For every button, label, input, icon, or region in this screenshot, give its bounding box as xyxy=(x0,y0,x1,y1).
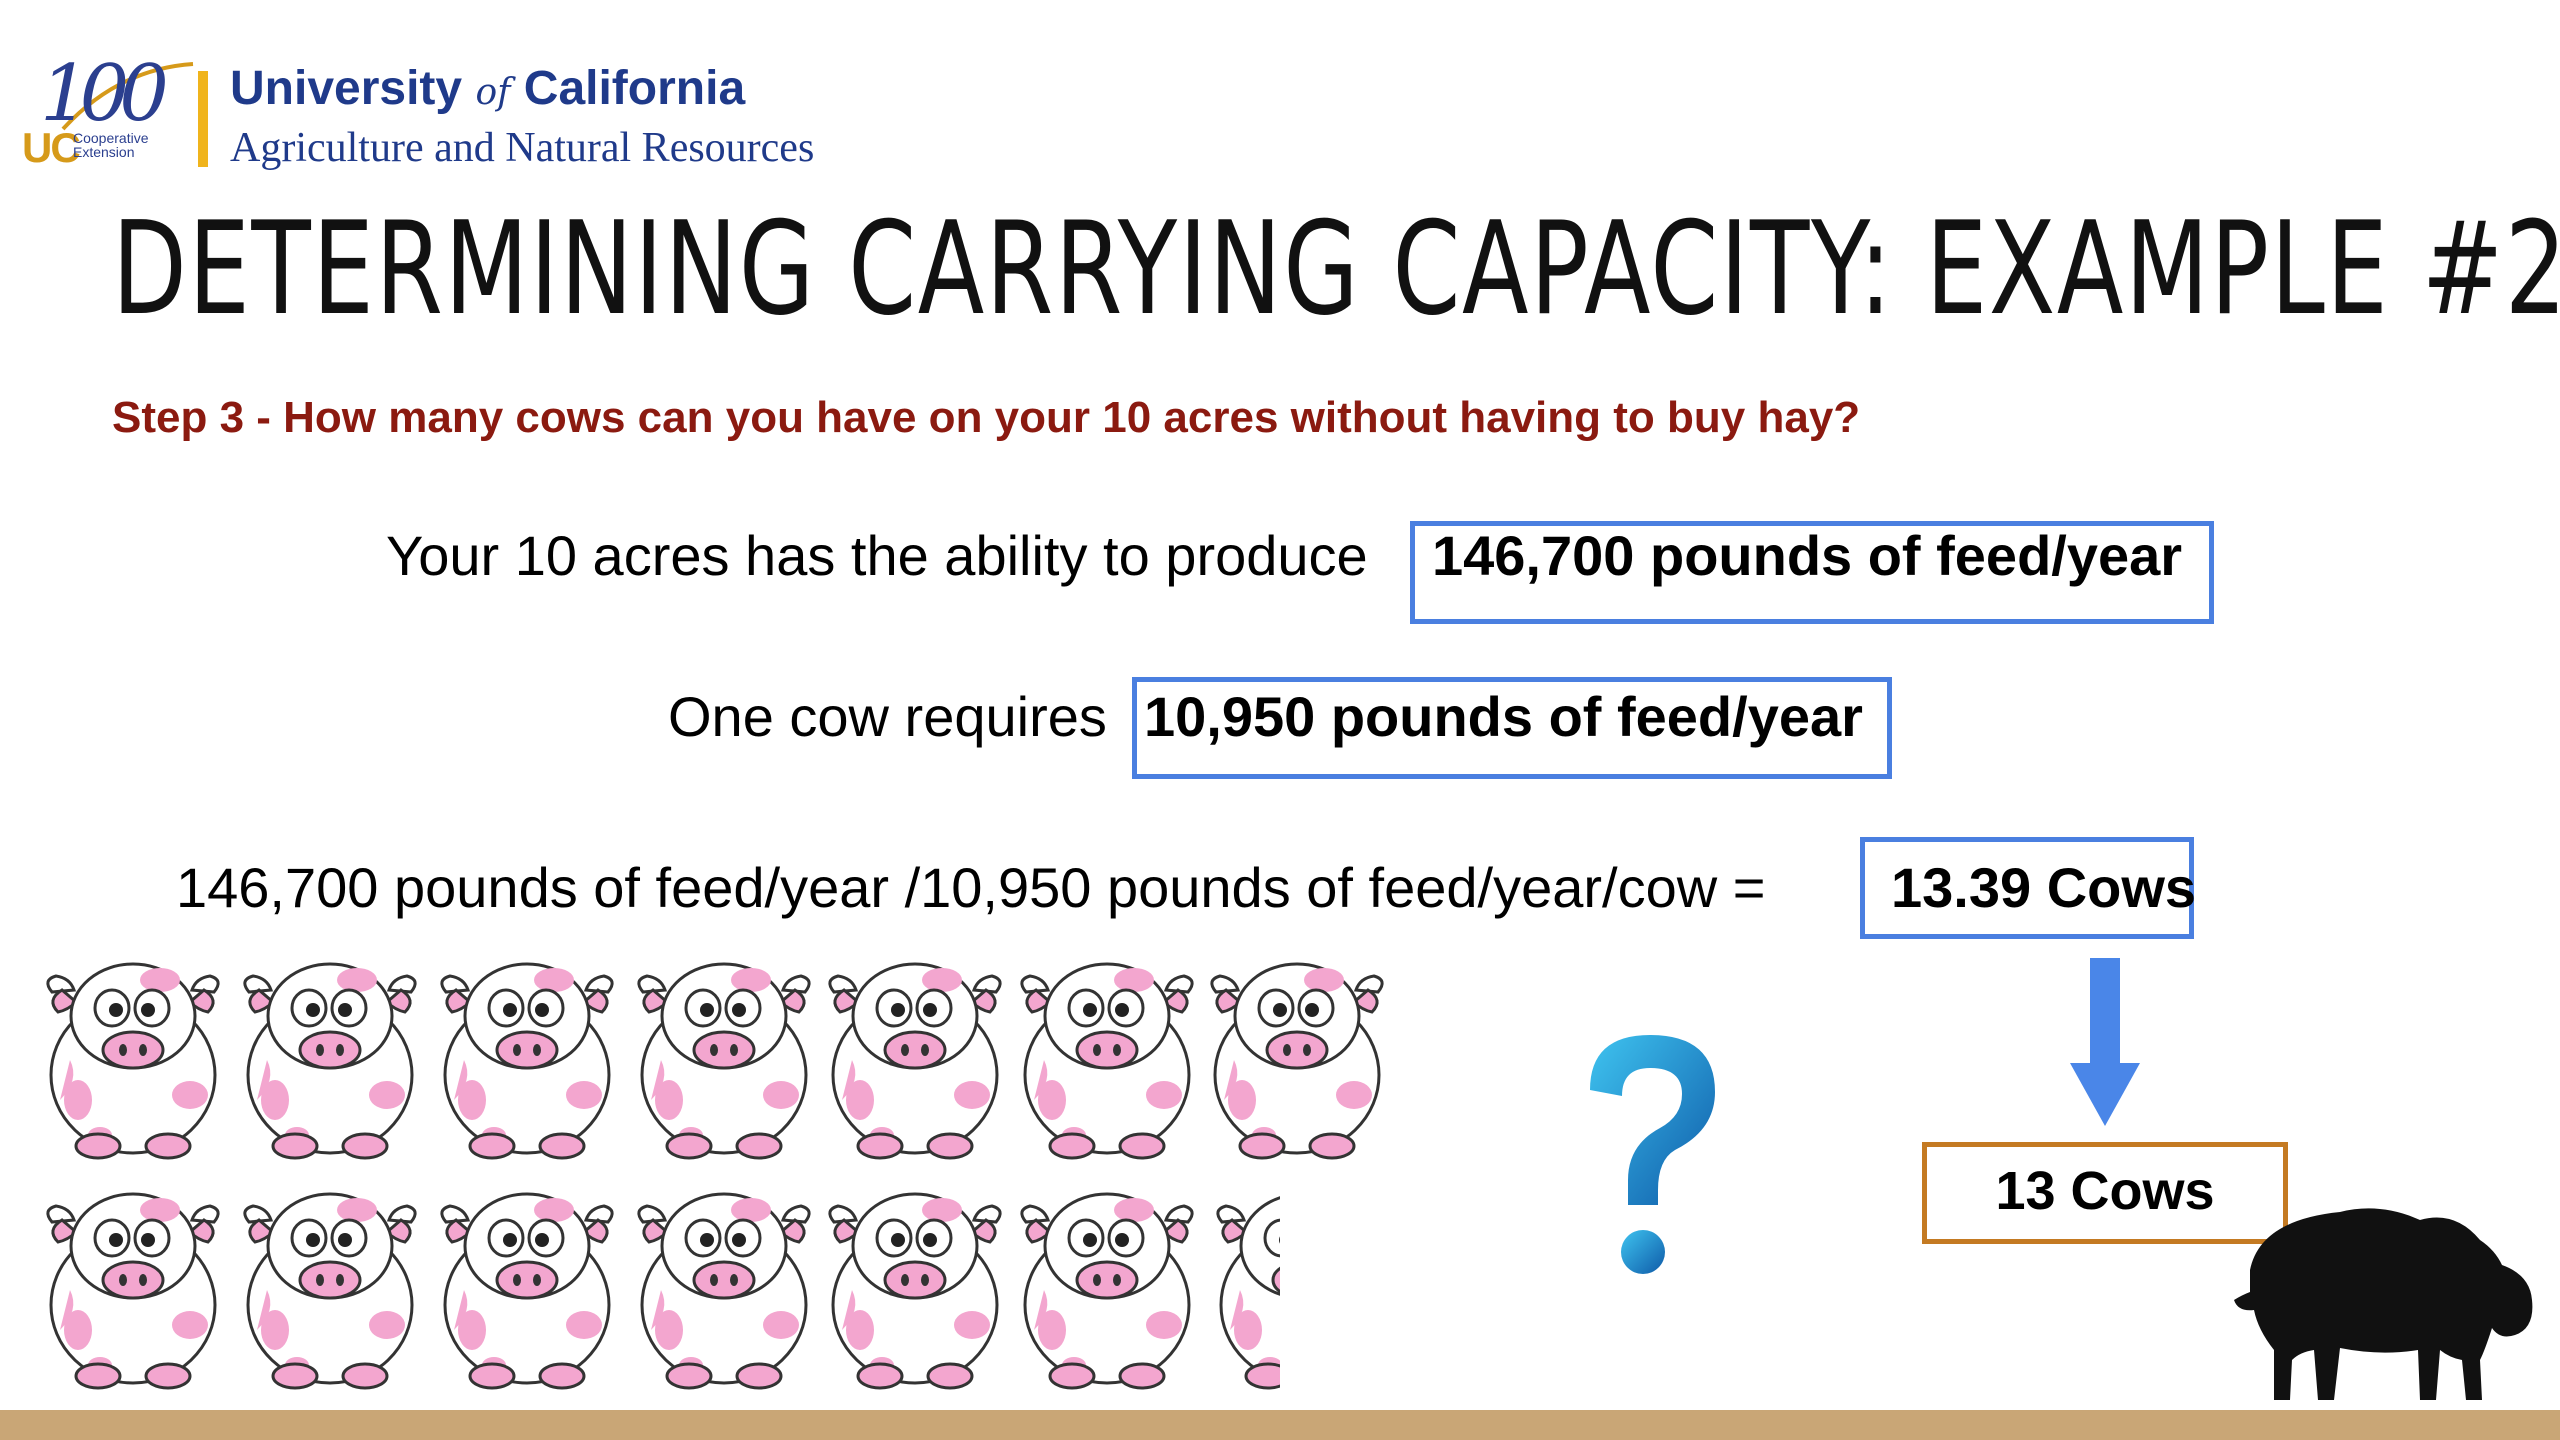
cow-icon xyxy=(40,1180,226,1390)
requirement-highlight-box xyxy=(1132,677,1892,779)
requirement-text: One cow requires xyxy=(668,685,1107,748)
slide-title: DETERMINING CARRYING CAPACITY: EXAMPLE #… xyxy=(112,195,2560,344)
cow-icon xyxy=(822,1180,1008,1390)
logo-division-name: Agriculture and Natural Resources xyxy=(230,125,815,171)
result-value: 13 Cows xyxy=(1995,1161,2215,1221)
production-highlight-box xyxy=(1410,521,2214,624)
production-text: Your 10 acres has the ability to produce xyxy=(386,524,1368,587)
logo-uc: UC xyxy=(22,124,81,171)
logo-cooperative-extension: Cooperative Extension xyxy=(73,130,149,160)
logo-100: 100 xyxy=(40,49,169,139)
footer-bar xyxy=(0,1410,2560,1440)
uc-anr-logo: 100 UC Cooperative Extension University … xyxy=(18,49,814,185)
cow-icon xyxy=(237,1180,423,1390)
logo-swoosh-icon xyxy=(61,62,194,131)
calculation-result: 13.39 Cows xyxy=(1891,856,2197,919)
cow-icon xyxy=(237,950,423,1160)
calculation-text: 146,700 pounds of feed/year /10,950 poun… xyxy=(176,856,1766,919)
logo-divider xyxy=(198,71,208,167)
production-value: 146,700 pounds of feed/year xyxy=(1432,524,2183,587)
cow-icon xyxy=(631,950,817,1160)
cow-icon xyxy=(1014,950,1200,1160)
logo-university-name: University of California xyxy=(230,62,746,115)
cow-icon xyxy=(1014,1180,1200,1390)
question-mark-icon xyxy=(1590,1035,1715,1274)
cow-icon xyxy=(822,950,1008,1160)
step-heading: Step 3 - How many cows can you have on y… xyxy=(112,393,1861,442)
bison-silhouette-icon xyxy=(2234,1208,2533,1400)
calculation-highlight-box xyxy=(1860,837,2194,939)
result-box xyxy=(1922,1142,2288,1244)
cow-icon xyxy=(631,1180,817,1390)
cow-icon xyxy=(40,950,226,1160)
cow-icon xyxy=(1204,950,1390,1160)
requirement-value: 10,950 pounds of feed/year xyxy=(1144,685,1863,748)
down-arrow-icon xyxy=(2070,958,2140,1126)
cow-icon xyxy=(434,1180,620,1390)
cow-icon xyxy=(434,950,620,1160)
cow-icon xyxy=(1210,1180,1280,1390)
